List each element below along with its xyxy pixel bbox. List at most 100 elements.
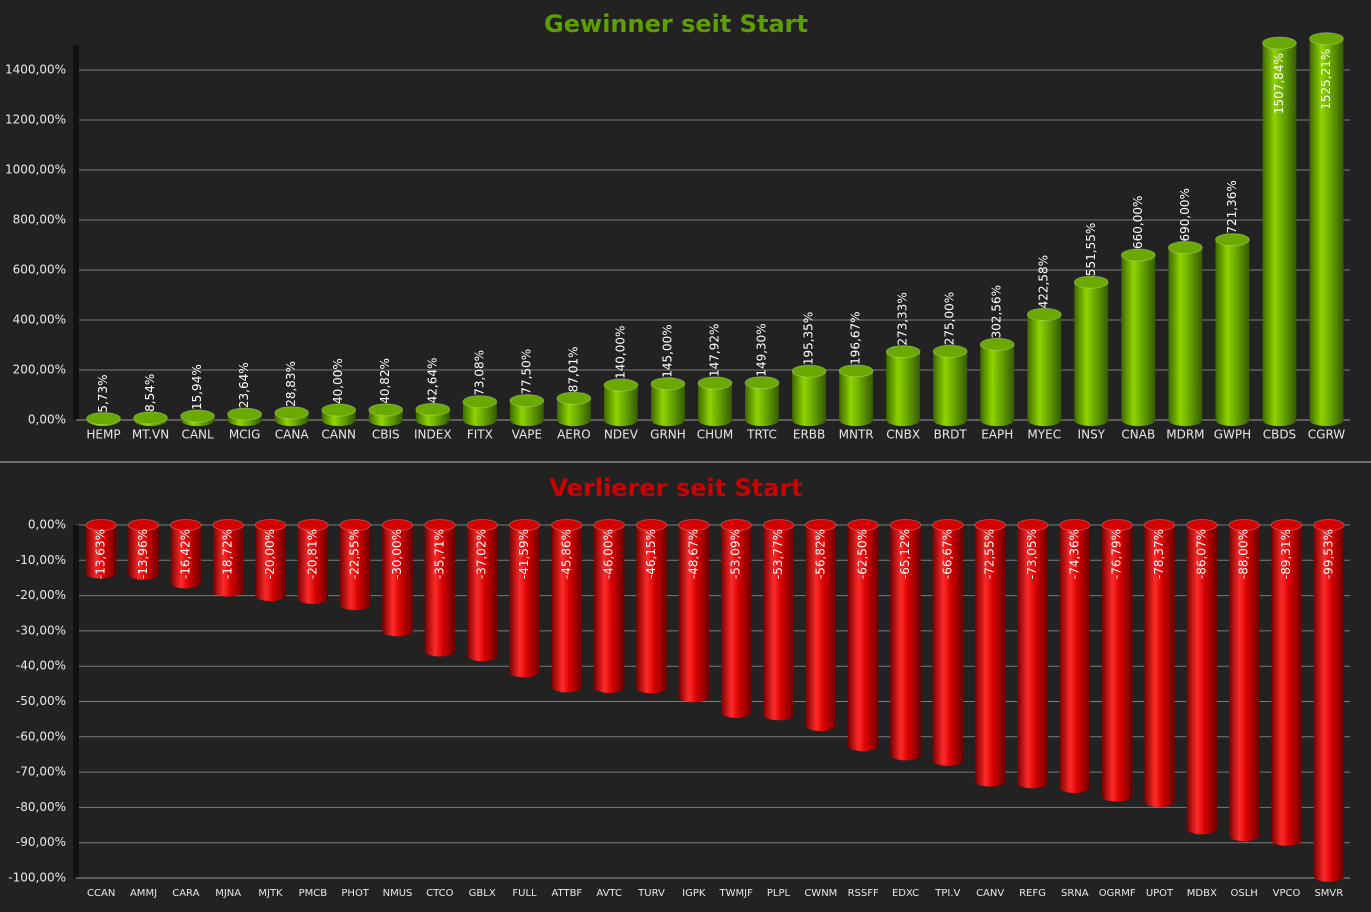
bar-part (1228, 525, 1260, 836)
y-tick-label: 200,00% (13, 363, 66, 377)
bar (368, 403, 404, 427)
bar-part (720, 519, 752, 531)
bar-part (180, 409, 216, 423)
bar-part (382, 625, 413, 637)
data-label: -18,72% (221, 529, 235, 579)
bar-part (792, 371, 827, 420)
x-tick-label: BRDT (934, 428, 968, 442)
data-label: -48,67% (686, 529, 700, 579)
data-label: 145,00% (660, 324, 674, 377)
data-label: -35,71% (432, 529, 446, 579)
bar-part (1167, 240, 1203, 255)
x-tick-label: PLPL (767, 888, 791, 899)
data-label: 690,00% (1178, 188, 1192, 241)
bar-part (368, 403, 404, 417)
bar-part (1271, 525, 1302, 841)
bar (180, 409, 216, 427)
bar-part (720, 525, 752, 713)
bar-part (227, 407, 263, 421)
bar (1101, 519, 1133, 802)
bar-part (170, 577, 202, 589)
x-tick-label: AERO (557, 428, 591, 442)
bar-part (274, 406, 310, 420)
x-tick-label: TPI.V (934, 888, 960, 899)
data-label: -66,67% (940, 529, 954, 579)
bar-part (678, 691, 710, 703)
x-tick-label: UPOT (1146, 888, 1174, 899)
data-label: 23,64% (237, 362, 251, 408)
bar-part (678, 525, 710, 697)
bar-part (1017, 777, 1048, 789)
bar-part (128, 568, 159, 580)
bar-part (885, 345, 921, 359)
data-label: 422,58% (1037, 255, 1051, 308)
bar-part (1143, 519, 1176, 531)
bar-part (1016, 519, 1049, 531)
bar-part (128, 525, 159, 575)
bar (805, 519, 837, 732)
data-label: 302,56% (990, 285, 1004, 338)
bar-part (980, 344, 1015, 420)
bar (974, 519, 1006, 787)
bar-part (85, 567, 117, 579)
bar-part (1017, 525, 1048, 783)
bar-part (1101, 519, 1133, 531)
bar (1073, 275, 1109, 427)
data-label: -41,59% (517, 529, 531, 579)
data-label: -13,63% (94, 529, 108, 579)
bar (1270, 519, 1303, 846)
bar-part (932, 519, 964, 531)
bar (508, 519, 541, 678)
bar-part (1027, 413, 1062, 427)
bar-part (890, 525, 921, 755)
x-tick-label: GBLX (469, 888, 496, 899)
bar (1309, 32, 1344, 427)
data-label: 721,36% (1225, 180, 1239, 233)
bar-part (1262, 36, 1297, 50)
x-tick-label: INSY (1078, 428, 1106, 442)
data-label: 147,92% (708, 324, 722, 377)
x-tick-label: TURV (637, 888, 665, 899)
bar (650, 377, 686, 427)
data-label: 1525,21% (1319, 49, 1333, 110)
bar-part (650, 377, 686, 391)
data-label: 87,01% (566, 346, 580, 392)
bar-part (1228, 519, 1260, 531)
x-tick-label: CBIS (372, 428, 400, 442)
x-tick-label: OGRMF (1099, 888, 1136, 899)
bar (1026, 307, 1062, 427)
bar-part (424, 519, 456, 531)
bar (1120, 248, 1156, 427)
bar (847, 519, 879, 752)
x-tick-label: IGPK (682, 888, 706, 899)
bar-part (509, 525, 540, 672)
bar-part (698, 413, 732, 427)
bar (86, 411, 121, 427)
bar-part (551, 519, 583, 531)
y-tick-label: -40,00% (16, 659, 66, 673)
y-tick-label: 400,00% (13, 313, 66, 327)
y-tick-label: 0,00% (28, 413, 66, 427)
data-label: -62,50% (856, 529, 870, 579)
bar-part (509, 413, 544, 427)
x-tick-label: GWPH (1214, 428, 1251, 442)
bar-part (697, 376, 733, 390)
x-tick-label: FITX (467, 428, 493, 442)
bar-part (1271, 834, 1302, 846)
bar-part (556, 398, 591, 420)
bar-part (763, 709, 794, 721)
bar (556, 391, 592, 427)
data-label: 273,33% (896, 292, 910, 345)
bar-part (886, 413, 921, 427)
data-label: -16,42% (178, 529, 192, 579)
bar-part (368, 413, 403, 427)
data-label: -74,36% (1067, 529, 1081, 579)
bar-part (212, 519, 244, 531)
bar-part (339, 599, 371, 611)
bar-part (1262, 43, 1297, 420)
bar (462, 395, 498, 427)
data-label: 551,55% (1084, 223, 1098, 276)
x-tick-label: MNTR (839, 428, 874, 442)
data-label: -76,79% (1110, 529, 1124, 579)
bar-part (974, 775, 1006, 787)
